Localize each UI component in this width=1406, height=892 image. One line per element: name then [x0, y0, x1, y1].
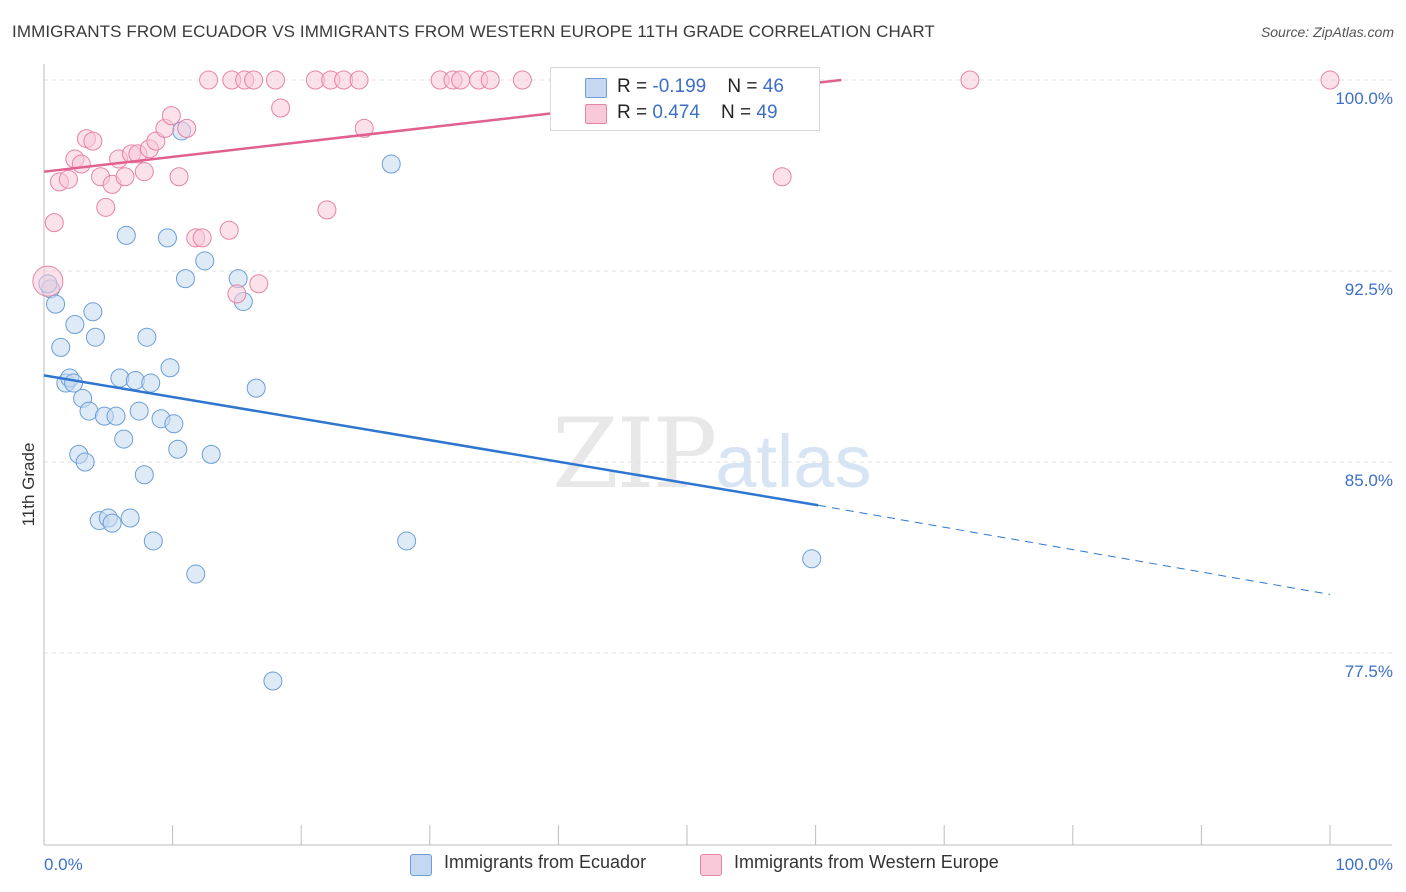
n-label: N =	[727, 76, 763, 97]
trend-line-ecuador	[43, 374, 819, 507]
point-ecuador	[143, 531, 163, 551]
point-ecuador	[246, 378, 266, 398]
chart-title: IMMIGRANTS FROM ECUADOR VS IMMIGRANTS FR…	[12, 22, 935, 41]
legend-label-western-europe: Immigrants from Western Europe	[734, 852, 999, 872]
point-western-europe	[44, 213, 64, 233]
point-ecuador	[106, 406, 126, 426]
point-western-europe	[115, 167, 135, 187]
point-ecuador	[51, 337, 71, 357]
x-tick-label-max: 100.0%	[1335, 855, 1393, 874]
axes	[43, 64, 1392, 846]
point-ecuador	[114, 429, 134, 449]
legend-marker-ecuador	[410, 854, 432, 876]
point-ecuador	[85, 327, 105, 347]
point-western-europe	[71, 154, 91, 174]
y-tick-label: 92.5%	[1345, 280, 1393, 299]
point-western-europe	[96, 197, 116, 217]
source-label: Source: ZipAtlas.com	[1260, 24, 1394, 40]
r-label: R =	[617, 102, 653, 123]
point-ecuador	[116, 225, 136, 245]
point-ecuador	[141, 373, 161, 393]
point-western-europe	[960, 70, 980, 90]
point-western-europe	[244, 70, 264, 90]
point-ecuador	[83, 302, 103, 322]
point-western-europe	[772, 167, 792, 187]
point-ecuador	[175, 269, 195, 289]
point-western-europe	[134, 162, 154, 182]
point-ecuador	[195, 251, 215, 271]
legend-text-western-europe: R = 0.474 N = 49	[617, 102, 778, 124]
point-western-europe	[32, 265, 64, 297]
point-ecuador	[186, 564, 206, 584]
y-tick-label: 100.0%	[1335, 89, 1393, 108]
point-western-europe	[169, 167, 189, 187]
correlation-legend: R = -0.199 N = 46 R = 0.474 N = 49	[550, 67, 820, 131]
point-ecuador	[129, 401, 149, 421]
legend-label-ecuador: Immigrants from Ecuador	[444, 852, 647, 872]
point-western-europe	[192, 228, 212, 248]
point-western-europe	[451, 70, 471, 90]
watermark-zip: ZIP	[552, 398, 717, 510]
data-points	[32, 70, 1340, 691]
point-western-europe	[512, 70, 532, 90]
point-ecuador	[168, 439, 188, 459]
point-western-europe	[265, 70, 285, 90]
x-tick-label-min: 0.0%	[44, 855, 83, 874]
series-legend: Immigrants from Ecuador Immigrants from …	[0, 852, 1406, 878]
point-western-europe	[199, 70, 219, 90]
n-value: 46	[762, 76, 784, 97]
y-axis-label: 11th Grade	[19, 443, 38, 527]
legend-marker-western-europe	[700, 854, 722, 876]
point-western-europe	[349, 70, 369, 90]
point-western-europe	[317, 200, 337, 220]
n-label: N =	[721, 102, 757, 123]
point-western-europe	[227, 284, 247, 304]
n-value: 49	[756, 102, 778, 123]
point-ecuador	[397, 531, 417, 551]
point-western-europe	[83, 131, 103, 151]
trend-extension-ecuador	[818, 504, 1331, 595]
point-ecuador	[263, 671, 283, 691]
point-ecuador	[802, 549, 822, 569]
legend-text-ecuador: R = -0.199 N = 46	[617, 76, 784, 98]
trend-lines	[43, 78, 1331, 595]
point-western-europe	[219, 220, 239, 240]
point-ecuador	[164, 414, 184, 434]
point-ecuador	[120, 508, 140, 528]
point-ecuador	[381, 154, 401, 174]
point-western-europe	[249, 274, 269, 294]
point-ecuador	[160, 358, 180, 378]
point-ecuador	[157, 228, 177, 248]
point-ecuador	[134, 465, 154, 485]
point-ecuador	[102, 513, 122, 533]
y-tick-label: 85.0%	[1345, 471, 1393, 490]
point-western-europe	[177, 118, 197, 138]
point-ecuador	[201, 444, 221, 464]
point-western-europe	[354, 118, 374, 138]
legend-swatch-ecuador	[585, 78, 607, 98]
legend-swatch-western-europe	[585, 104, 607, 124]
point-ecuador	[46, 294, 66, 314]
axis-labels: 77.5% 85.0% 92.5% 100.0% 0.0% 100.0% 11th Grad…	[19, 89, 1393, 874]
point-ecuador	[75, 452, 95, 472]
point-western-europe	[480, 70, 500, 90]
y-tick-label: 77.5%	[1345, 662, 1393, 681]
point-western-europe	[58, 169, 78, 189]
grid-lines	[44, 79, 1392, 654]
r-value: 0.474	[652, 102, 700, 123]
r-label: R =	[617, 76, 653, 97]
point-western-europe	[161, 106, 181, 126]
point-western-europe	[1320, 70, 1340, 90]
r-value: -0.199	[652, 76, 707, 97]
point-western-europe	[271, 98, 291, 118]
point-ecuador	[137, 327, 157, 347]
point-ecuador	[65, 314, 85, 334]
